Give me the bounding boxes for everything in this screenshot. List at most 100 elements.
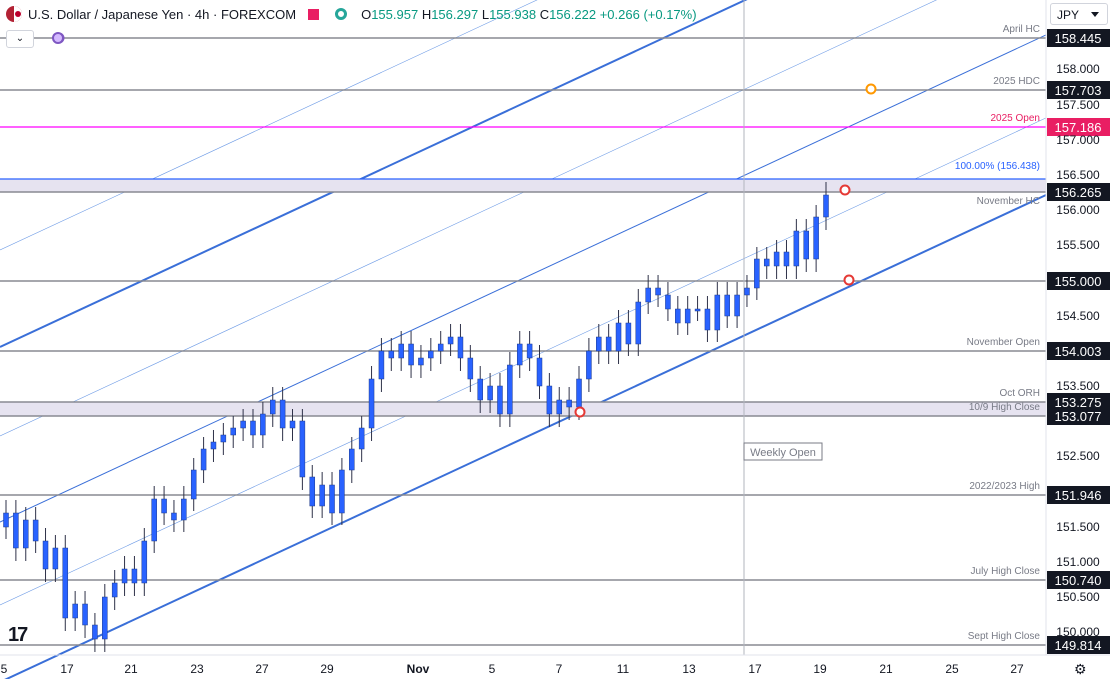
- price-tag-label: 154.003: [1055, 344, 1102, 359]
- channel-lower-support: [4, 194, 1047, 679]
- usd-jpy-flag-icon: [6, 6, 22, 22]
- price-tag: [1047, 571, 1110, 589]
- level-label: November HC: [977, 196, 1040, 207]
- symbol-header: U.S. Dollar / Japanese Yen · 4h · FOREXC…: [6, 5, 697, 23]
- candle: [418, 357, 424, 366]
- y-tick-label: 150.500: [1056, 590, 1100, 604]
- candle: [615, 322, 622, 352]
- y-tick-label: 157.000: [1056, 133, 1100, 147]
- candle: [783, 251, 790, 267]
- candle: [3, 512, 9, 528]
- candle: [744, 287, 750, 296]
- x-tick-label: 25: [945, 662, 959, 676]
- candle: [388, 350, 395, 359]
- level-label: 100.00% (156.438): [955, 161, 1040, 172]
- y-tick-label: 155.500: [1056, 238, 1100, 252]
- candle: [131, 568, 138, 584]
- level-label: November Open: [967, 337, 1040, 348]
- level-label: Sept High Close: [968, 631, 1041, 642]
- x-tick-label: 17: [60, 662, 74, 676]
- candle: [665, 294, 671, 310]
- settings-gear-icon[interactable]: ⚙: [1074, 661, 1087, 677]
- candle: [102, 596, 108, 640]
- candle: [655, 287, 661, 296]
- indicator-visibility-icon[interactable]: [52, 32, 64, 44]
- y-tick-label: 150.000: [1056, 625, 1100, 639]
- candle: [62, 547, 69, 619]
- x-tick-label: 11: [617, 662, 630, 676]
- candle: [289, 420, 296, 429]
- candle: [210, 441, 217, 450]
- level-label: 10/9 High Close: [969, 402, 1041, 413]
- candle: [675, 308, 681, 324]
- candle: [42, 540, 49, 570]
- candle: [605, 336, 612, 352]
- candle: [546, 385, 553, 415]
- candle: [398, 343, 404, 359]
- channel-upper: [0, 0, 748, 348]
- market-status-icon: [308, 8, 320, 20]
- x-tick-label: 5: [489, 662, 496, 676]
- price-tag: [1047, 183, 1110, 201]
- zone-oct-orh: [0, 402, 1046, 416]
- x-tick-label: Nov: [407, 662, 430, 676]
- candle: [82, 603, 88, 626]
- candle: [269, 399, 276, 415]
- price-tag-label: 151.946: [1055, 488, 1102, 503]
- candle: [566, 399, 572, 408]
- candle: [23, 519, 29, 549]
- candle: [190, 469, 197, 500]
- candle: [329, 484, 335, 514]
- price-tag: [1047, 272, 1110, 290]
- candle: [171, 512, 177, 521]
- price-tag-label: 158.445: [1055, 31, 1102, 46]
- candle: [793, 230, 800, 267]
- level-label: April HC: [1003, 24, 1040, 35]
- price-tag-label: 150.740: [1055, 573, 1102, 588]
- pivot-marker: [843, 274, 855, 286]
- candle: [240, 420, 246, 429]
- candle: [32, 519, 39, 542]
- candle: [52, 547, 59, 570]
- candle: [625, 322, 632, 345]
- change-value: +0.266 (+0.17%): [599, 6, 697, 22]
- x-tick-label: 13: [682, 662, 696, 676]
- symbol-title[interactable]: U.S. Dollar / Japanese Yen · 4h · FOREXC…: [28, 6, 297, 22]
- price-tag: [1047, 636, 1110, 654]
- x-tick-label: 7: [556, 662, 563, 676]
- candle: [596, 336, 602, 352]
- candle: [151, 498, 157, 542]
- candle: [181, 498, 187, 521]
- x-tick-label: 27: [1010, 662, 1024, 676]
- candle: [428, 350, 434, 359]
- candle: [516, 343, 523, 366]
- level-label: Oct ORH: [999, 388, 1040, 399]
- candle: [467, 357, 474, 380]
- x-tick-label: 19: [813, 662, 827, 676]
- level-label: July High Close: [971, 566, 1041, 577]
- candle: [823, 194, 829, 218]
- candle: [645, 287, 651, 303]
- weekly-open-label: Weekly Open: [750, 447, 816, 459]
- collapse-chevron-icon[interactable]: ⌄: [6, 30, 34, 48]
- price-tag-label: 153.077: [1055, 409, 1102, 424]
- candle: [358, 427, 365, 450]
- price-tag: [1047, 486, 1110, 504]
- candle: [536, 357, 543, 387]
- candle: [437, 343, 444, 352]
- y-tick-label: 153.500: [1056, 379, 1100, 393]
- candle: [111, 582, 118, 598]
- price-tag-label: 155.000: [1055, 274, 1102, 289]
- candle: [447, 336, 454, 345]
- candle: [457, 336, 464, 359]
- candle: [576, 378, 582, 408]
- x-tick-label: 27: [255, 662, 269, 676]
- candle: [319, 484, 325, 507]
- y-tick-label: 158.000: [1056, 62, 1100, 76]
- y-tick-label: 151.000: [1056, 555, 1100, 569]
- candle: [704, 308, 711, 331]
- candle: [487, 385, 493, 401]
- currency-select[interactable]: JPY: [1050, 3, 1108, 25]
- y-tick-label: 156.000: [1056, 203, 1100, 217]
